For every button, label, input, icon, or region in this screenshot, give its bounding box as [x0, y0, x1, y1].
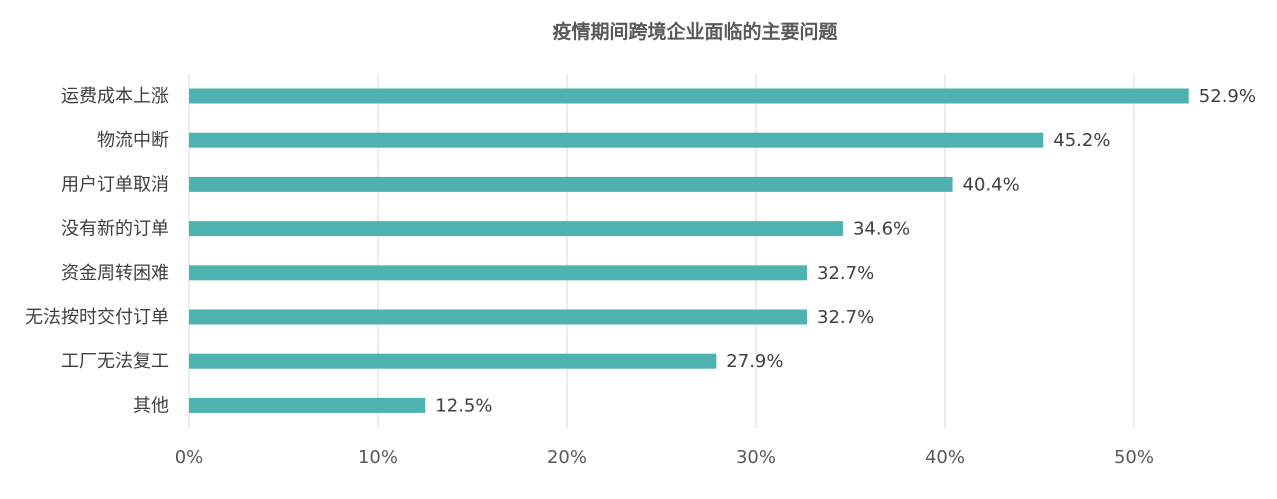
data-label: 34.6%	[853, 219, 910, 240]
bars	[189, 88, 1189, 413]
category-label: 没有新的订单	[61, 219, 169, 240]
bar	[189, 353, 717, 369]
category-label: 用户订单取消	[61, 174, 169, 195]
data-label: 32.7%	[817, 307, 874, 328]
data-label: 32.7%	[817, 263, 874, 284]
x-tick-label: 30%	[736, 447, 776, 468]
data-labels: 52.9% 45.2% 40.4% 34.6% 32.7% 32.7% 27.9% 12.5%	[435, 86, 1256, 416]
category-labels: 运费成本上涨物流中断用户订单取消没有新的订单资金周转困难无法按时交付订单工厂无法…	[25, 86, 169, 416]
gridlines	[188, 74, 1135, 428]
x-tick-label: 20%	[547, 447, 587, 468]
bar	[189, 176, 953, 192]
x-tick-label: 50%	[1114, 447, 1154, 468]
bar	[189, 309, 808, 325]
data-label: 27.9%	[726, 351, 783, 372]
x-tick-label: 40%	[925, 447, 965, 468]
data-label: 45.2%	[1053, 130, 1110, 151]
bar	[189, 397, 426, 413]
bar	[189, 265, 808, 281]
x-axis-tick-labels: 0% 10% 20% 30% 40% 50%	[175, 447, 1154, 468]
data-label: 12.5%	[435, 395, 492, 416]
bar	[189, 88, 1189, 104]
bar	[189, 221, 843, 237]
chart-title: 疫情期间跨境企业面临的主要问题	[552, 20, 837, 43]
x-tick-label: 10%	[358, 447, 398, 468]
category-label: 无法按时交付订单	[25, 307, 169, 328]
x-tick-label: 0%	[175, 447, 204, 468]
bar	[189, 132, 1044, 148]
data-label: 52.9%	[1199, 86, 1256, 107]
category-label: 其他	[133, 395, 169, 416]
category-label: 运费成本上涨	[61, 86, 169, 107]
category-label: 资金周转困难	[61, 263, 169, 284]
category-label: 物流中断	[97, 130, 169, 151]
data-label: 40.4%	[963, 174, 1020, 195]
category-label: 工厂无法复工	[61, 351, 169, 372]
